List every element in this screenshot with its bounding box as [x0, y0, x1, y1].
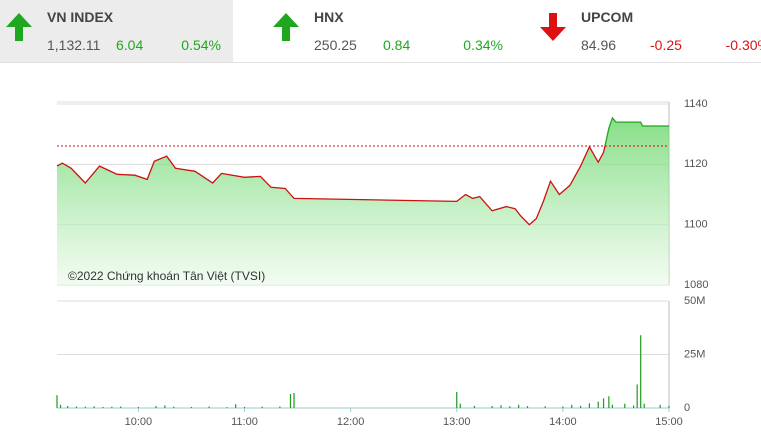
x-tick-label: 13:00 [443, 416, 471, 428]
volume-bar [208, 406, 210, 408]
price-area [57, 117, 669, 286]
index-percent: 0.34% [463, 37, 503, 53]
annotation: ©2022 Chứng khoán Tân Việt (TVSI) [68, 269, 265, 283]
volume-bar [608, 396, 610, 408]
volume-bar [602, 398, 605, 408]
volume-bar [120, 406, 122, 408]
index-value: 250.25 [314, 37, 357, 53]
index-name: HNX [314, 9, 344, 25]
x-tick-label: 14:00 [549, 416, 577, 428]
volume-bar [261, 406, 263, 408]
volume-bar [518, 404, 520, 408]
volume-bar [102, 406, 104, 408]
volume-bar [155, 406, 157, 408]
volume-bar [67, 406, 69, 408]
volume-bar [473, 405, 476, 408]
volume-bar [659, 404, 661, 408]
index-tile: UPCOM 84.96 -0.25 -0.30% [534, 0, 761, 62]
volume-bar [509, 406, 511, 408]
index-name: VN INDEX [47, 9, 114, 25]
volume-bar [226, 407, 228, 408]
volume-bar [243, 406, 246, 408]
index-value: 84.96 [581, 37, 617, 53]
y-tick-label: 1100 [684, 219, 708, 231]
price-line-down [56, 146, 606, 226]
volume-bar [289, 394, 292, 408]
arrow-up [273, 13, 299, 41]
y-tick-label: 25M [684, 348, 705, 360]
y-tick-label: 1120 [684, 158, 708, 170]
volume-bar [636, 384, 638, 408]
y-tick-label: 1140 [684, 98, 708, 110]
arrow-up [6, 13, 32, 41]
volume-bar [597, 401, 599, 408]
volume-bar [633, 405, 635, 408]
volume-bar [75, 406, 78, 408]
volume-bar [456, 391, 458, 408]
index-header: VN INDEX 1,132.11 6.04 0.54% HNX 250.25 0.84 0.… [0, 0, 761, 63]
index-value: 1,132.11 [47, 37, 101, 53]
volume-bar [59, 404, 62, 408]
volume-bar [500, 405, 502, 408]
volume-bar [190, 406, 193, 408]
index-name: UPCOM [581, 9, 634, 25]
volume-bar [164, 405, 166, 408]
volume-bar [111, 406, 113, 408]
arrow-shape [273, 13, 299, 41]
x-tick-label: 10:00 [125, 416, 153, 428]
volume-bar [562, 406, 564, 408]
index-tile: VN INDEX 1,132.11 6.04 0.54% [0, 0, 233, 62]
x-tick-label: 15:00 [655, 416, 683, 428]
volume-bar [84, 406, 86, 408]
index-percent: 0.54% [181, 37, 221, 53]
volume-bar [571, 404, 573, 408]
arrow-down [540, 13, 566, 41]
arrow-shape [540, 13, 566, 41]
x-tick-label: 12:00 [337, 416, 365, 428]
index-change: 0.84 [383, 37, 411, 53]
index-change: -0.25 [650, 37, 682, 53]
volume-bar [279, 406, 281, 408]
volume-bar [293, 393, 295, 408]
volume-bar [56, 395, 58, 408]
y-tick-label: 1080 [684, 279, 708, 291]
x-tick-label: 11:00 [231, 416, 258, 428]
volume-bar [640, 335, 642, 408]
volume-bar [611, 404, 613, 408]
index-change: 6.04 [116, 37, 144, 53]
volume-bar [491, 406, 493, 408]
volume-bar [588, 403, 591, 408]
index-tile: HNX 250.25 0.84 0.34% [267, 0, 515, 62]
y-tick-label: 0 [684, 402, 690, 414]
volume-bar [668, 405, 670, 408]
volume-bar [624, 403, 626, 408]
volume-bar [173, 406, 175, 408]
index-percent: -0.30% [725, 37, 761, 53]
volume-bar [579, 405, 582, 408]
arrow-shape [6, 13, 32, 41]
volume-bar [137, 406, 139, 408]
volume-bar [526, 406, 529, 408]
volume-bar [235, 404, 237, 408]
volume-bar [544, 406, 546, 408]
volume-bar [93, 406, 95, 408]
volume-bar [459, 403, 461, 408]
y-tick-label: 50M [684, 295, 705, 307]
volume-bar [643, 403, 645, 408]
